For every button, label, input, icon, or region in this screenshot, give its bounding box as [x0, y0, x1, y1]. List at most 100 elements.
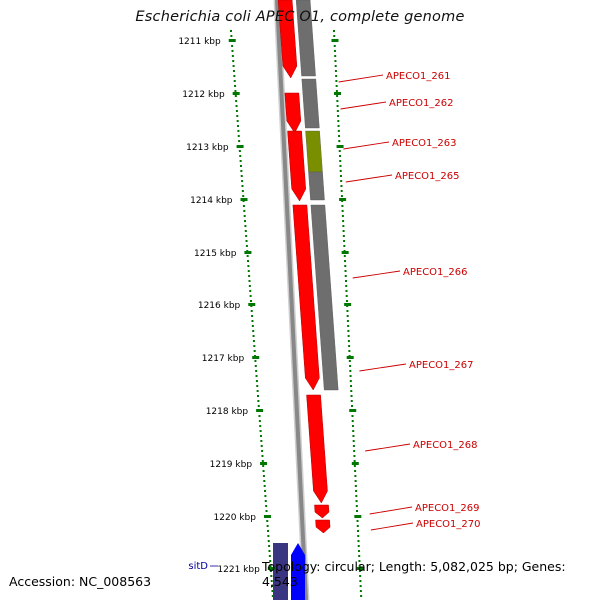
ruler-dot-left — [244, 225, 247, 227]
ruler-dot-left — [242, 205, 245, 207]
ruler-dot-right — [345, 300, 348, 302]
ruler-dot-left — [251, 315, 254, 317]
ruler-dot-left — [268, 555, 271, 557]
ruler-dot-left — [241, 190, 244, 192]
ruler-dot-left — [264, 500, 267, 502]
ruler-dot-right — [336, 100, 339, 102]
ruler-dot-right — [345, 280, 347, 282]
ruler-dot-left — [233, 80, 236, 82]
ruler-dot-left — [255, 375, 258, 377]
ruler-dot-left — [246, 255, 249, 257]
ruler-dot-right — [340, 190, 343, 192]
ruler-dot-right — [342, 225, 345, 227]
ruler-dot-right — [350, 390, 353, 392]
reverse-feature-1 — [295, 0, 316, 77]
ruler-dot-right — [337, 125, 340, 127]
ruler-dot-left — [252, 335, 255, 337]
forward-gene-arrow-6 — [314, 504, 330, 519]
forward-gene-arrow-3 — [287, 130, 306, 202]
ruler-major-tick-left — [236, 145, 244, 148]
ruler-dot-right — [336, 95, 339, 97]
ruler-dot-right — [352, 430, 355, 432]
ruler-dot-left — [239, 160, 242, 162]
ruler-dot-right — [355, 500, 358, 502]
gene-label-APECO1_266: APECO1_266 — [403, 267, 468, 278]
ruler-dot-right — [349, 365, 352, 367]
ruler-dot-left — [257, 400, 260, 402]
ruler-dot-left — [231, 50, 234, 52]
ruler-dot-right — [336, 110, 339, 112]
forward-gene-arrow-2 — [284, 92, 302, 134]
ruler-dot-left — [241, 180, 244, 182]
ruler-dot-left — [236, 115, 239, 117]
gene-label-APECO1_261: APECO1_261 — [386, 71, 451, 82]
ruler-dot-right — [357, 545, 360, 547]
ruler-dot-left — [267, 540, 270, 542]
ruler-major-tick-left — [244, 251, 252, 254]
ruler-label-1215-kbp: 1215 kbp — [194, 249, 237, 259]
ruler-dot-right — [354, 470, 357, 472]
ruler-dot-left — [255, 370, 258, 372]
ruler-major-tick-right — [341, 251, 349, 254]
ruler-dot-left — [232, 65, 235, 67]
ruler-dot-right — [334, 70, 337, 72]
ruler-dot-right — [359, 585, 362, 587]
ruler-dot-right — [333, 45, 336, 47]
ruler-dot-right — [343, 240, 346, 242]
ruler-dot-left — [264, 495, 267, 497]
ruler-label-1213-kbp: 1213 kbp — [186, 143, 229, 153]
ruler-dot-left — [257, 395, 260, 397]
ruler-dot-right — [353, 460, 356, 462]
ruler-dot-right — [335, 90, 338, 92]
ruler-dot-right — [349, 375, 352, 377]
ruler-dot-right — [347, 335, 350, 337]
ruler-label-1211-kbp: 1211 kbp — [178, 37, 221, 47]
ruler-dot-left — [267, 535, 270, 537]
ruler-dot-right — [355, 505, 358, 507]
ruler-dot-right — [351, 405, 353, 407]
ruler-dot-right — [352, 440, 355, 442]
ruler-dot-right — [347, 330, 350, 332]
ruler-dot-right — [354, 485, 357, 487]
ruler-dot-right — [335, 85, 338, 87]
ruler-dot-left — [240, 175, 243, 177]
ruler-label-1214-kbp: 1214 kbp — [190, 196, 233, 206]
gene-leader-APECO1_269 — [369, 506, 413, 515]
ruler-dot-left — [253, 345, 256, 347]
ruler-dot-right — [359, 580, 362, 582]
ruler-dot-right — [337, 130, 340, 132]
ruler-dot-right — [358, 570, 361, 572]
ruler-dot-right — [358, 555, 361, 557]
ruler-dot-right — [345, 290, 348, 292]
ruler-dot-left — [248, 275, 251, 277]
ruler-dot-left — [259, 430, 262, 432]
ruler-dot-left — [244, 230, 247, 232]
ruler-dot-left — [252, 340, 255, 342]
ruler-dot-right — [341, 205, 344, 207]
ruler-dot-right — [339, 160, 342, 162]
ruler-dot-right — [356, 510, 359, 512]
ruler-dot-right — [340, 185, 343, 187]
ruler-dot-right — [351, 420, 354, 422]
ruler-dot-right — [336, 105, 339, 107]
accession-text: Accession: NC_008563 — [9, 574, 152, 589]
ruler-dot-right — [357, 535, 360, 537]
gene-label-APECO1_268: APECO1_268 — [413, 440, 478, 451]
ruler-dot-right — [338, 135, 341, 137]
ruler-dot-left — [260, 440, 263, 442]
ruler-dot-right — [335, 75, 338, 77]
ruler-major-tick-right — [354, 515, 362, 518]
ruler-dot-right — [359, 590, 362, 592]
ruler-dot-right — [350, 385, 353, 387]
ruler-major-tick-left — [260, 462, 268, 465]
ruler-dot-right — [343, 245, 346, 247]
gene-leader-APECO1_268 — [365, 443, 411, 452]
ruler-dot-right — [351, 415, 354, 417]
ruler-dot-right — [349, 380, 352, 382]
ruler-major-tick-right — [346, 356, 354, 359]
ruler-dot-left — [235, 100, 238, 102]
ruler-major-tick-left — [263, 515, 271, 518]
ruler-dot-left — [249, 290, 252, 292]
reverse-feature-4 — [308, 171, 325, 201]
ruler-dot-left — [241, 185, 244, 187]
